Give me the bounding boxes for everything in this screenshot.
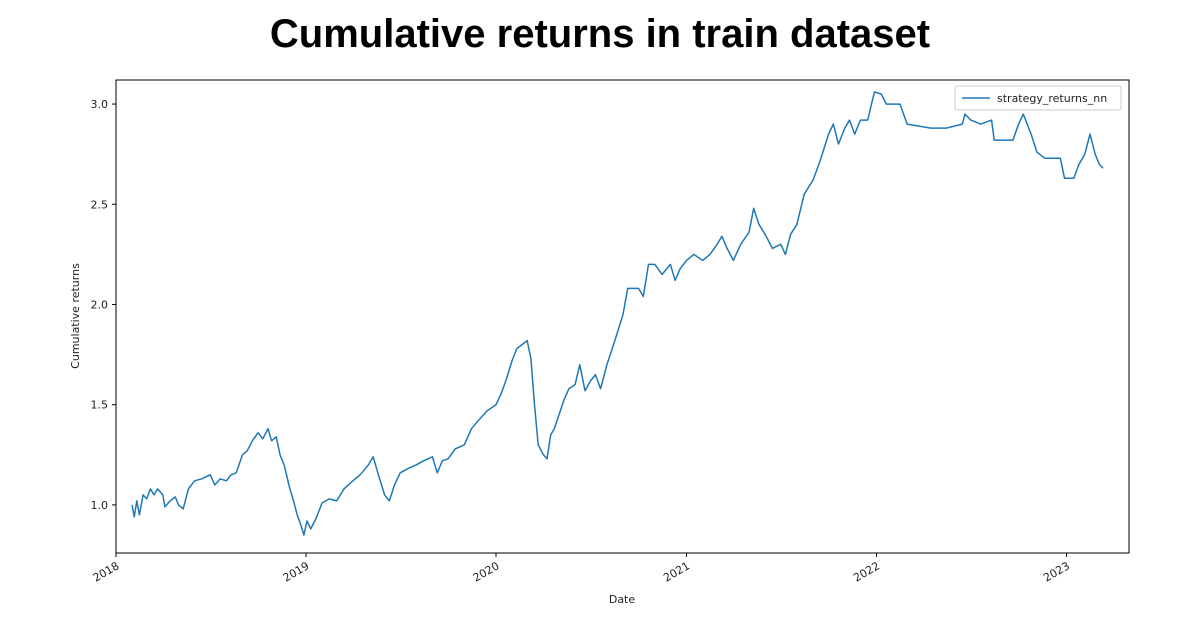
legend-label-strategy-returns-nn: strategy_returns_nn: [997, 92, 1107, 105]
x-axis-ticks: 2018 2019 2020 2021 2022 2023: [91, 553, 1072, 585]
x-tick-label: 2020: [471, 559, 502, 584]
y-axis-ticks: 1.0 1.5 2.0 2.5 3.0: [91, 98, 116, 512]
legend-box: [954, 85, 1122, 111]
x-tick-label: 2022: [851, 559, 882, 584]
y-tick-label: 1.5: [91, 399, 109, 412]
x-tick-label: 2019: [281, 559, 312, 584]
y-tick-label: 3.0: [91, 98, 109, 111]
series-line-strategy-returns-nn: [131, 91, 1104, 536]
x-tick-label: 2018: [91, 559, 122, 584]
legend: strategy_returns_nn: [954, 85, 1122, 111]
y-tick-label: 1.0: [91, 499, 109, 512]
plot-area-frame: [115, 79, 1130, 554]
x-tick-label: 2021: [661, 559, 692, 584]
y-tick-label: 2.5: [91, 198, 109, 211]
x-tick-label: 2023: [1041, 559, 1072, 584]
chart-title: Cumulative returns in train dataset: [269, 12, 931, 56]
y-tick-label: 2.0: [91, 298, 109, 311]
y-axis-label: Cumulative returns: [69, 263, 82, 369]
x-axis-label: Date: [609, 593, 636, 606]
